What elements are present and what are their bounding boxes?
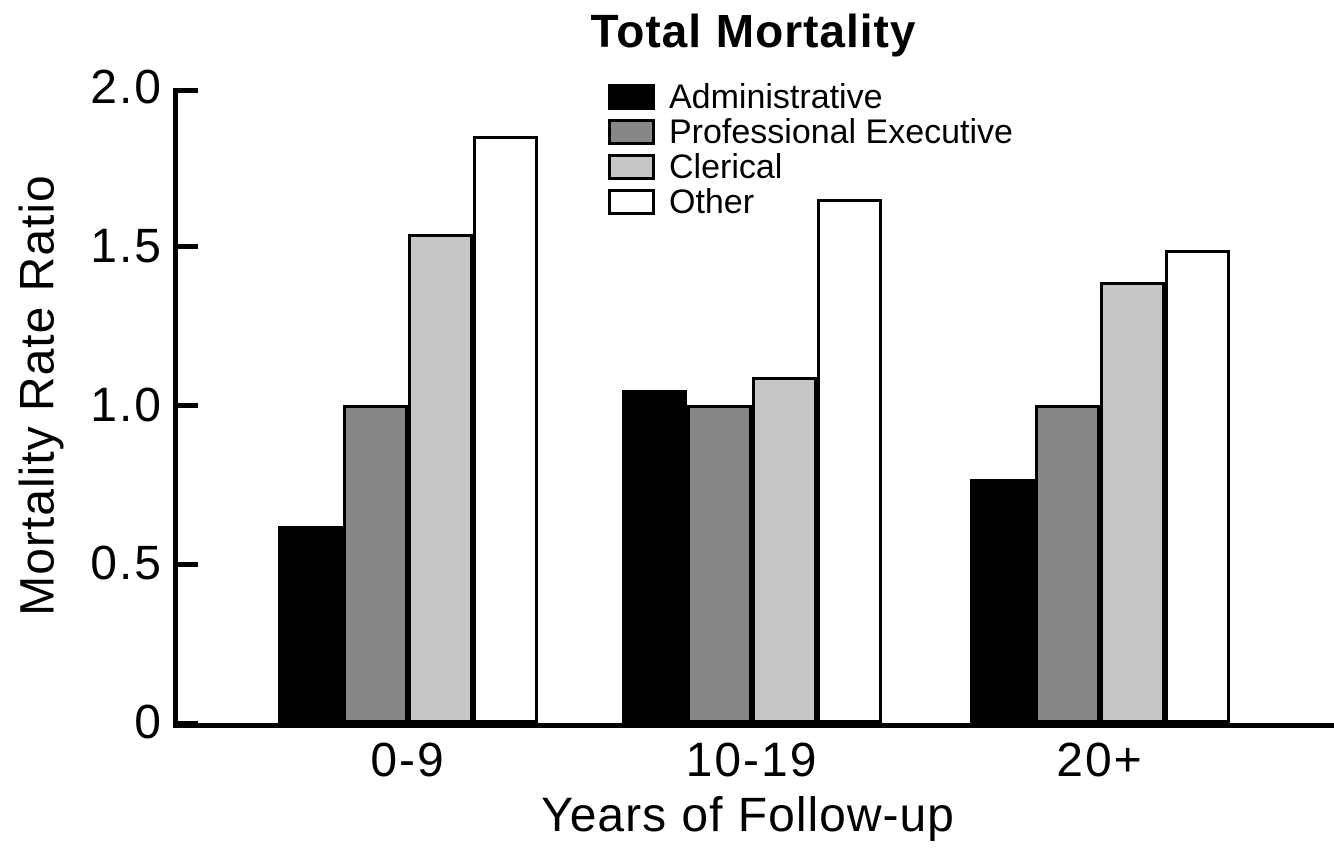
bar-other-10-19 xyxy=(817,199,882,723)
bar-professional-executive-20 xyxy=(1035,405,1100,723)
chart-title: Total Mortality xyxy=(590,5,917,57)
legend-item-administrative: Administrative xyxy=(608,78,1013,116)
legend-item-professional-executive: Professional Executive xyxy=(608,113,1013,151)
x-category-label-20: 20+ xyxy=(1056,734,1144,787)
legend-swatch-professional-executive xyxy=(608,119,655,145)
y-tick xyxy=(178,561,198,567)
bar-professional-executive-0-9 xyxy=(343,405,408,723)
legend-swatch-administrative xyxy=(608,84,655,110)
legend-item-other: Other xyxy=(608,183,1013,221)
x-axis-title: Years of Follow-up xyxy=(541,789,955,842)
bar-professional-executive-10-19 xyxy=(687,405,752,723)
y-tick-label: 1.0 xyxy=(90,378,163,432)
legend: Administrative Professional Executive Cler… xyxy=(608,78,1013,224)
x-category-label-0-9: 0-9 xyxy=(370,734,446,787)
y-tick xyxy=(178,720,198,726)
bar-clerical-0-9 xyxy=(408,234,473,723)
y-tick-label: 0 xyxy=(134,696,163,749)
bar-administrative-20 xyxy=(970,479,1035,723)
bar-clerical-20 xyxy=(1100,282,1165,723)
x-category-label-10-19: 10-19 xyxy=(685,734,819,787)
bar-other-20 xyxy=(1165,250,1230,723)
bar-administrative-0-9 xyxy=(278,526,343,723)
legend-swatch-clerical xyxy=(608,154,655,180)
legend-label-professional-executive: Professional Executive xyxy=(669,113,1013,151)
y-tick xyxy=(178,244,198,250)
y-tick xyxy=(178,403,198,408)
y-tick-label: 1.5 xyxy=(90,219,163,273)
bar-clerical-10-19 xyxy=(752,377,817,723)
plot-area xyxy=(173,88,1334,728)
bar-administrative-10-19 xyxy=(622,390,687,723)
y-tick xyxy=(178,88,198,93)
legend-label-clerical: Clerical xyxy=(669,148,783,186)
legend-label-other: Other xyxy=(669,183,755,221)
y-tick-label: 2.0 xyxy=(90,61,163,114)
bar-other-0-9 xyxy=(473,136,538,723)
legend-item-clerical: Clerical xyxy=(608,148,1013,186)
y-tick-label: 0.5 xyxy=(90,537,163,591)
legend-swatch-other xyxy=(608,189,655,215)
legend-label-administrative: Administrative xyxy=(669,78,883,116)
